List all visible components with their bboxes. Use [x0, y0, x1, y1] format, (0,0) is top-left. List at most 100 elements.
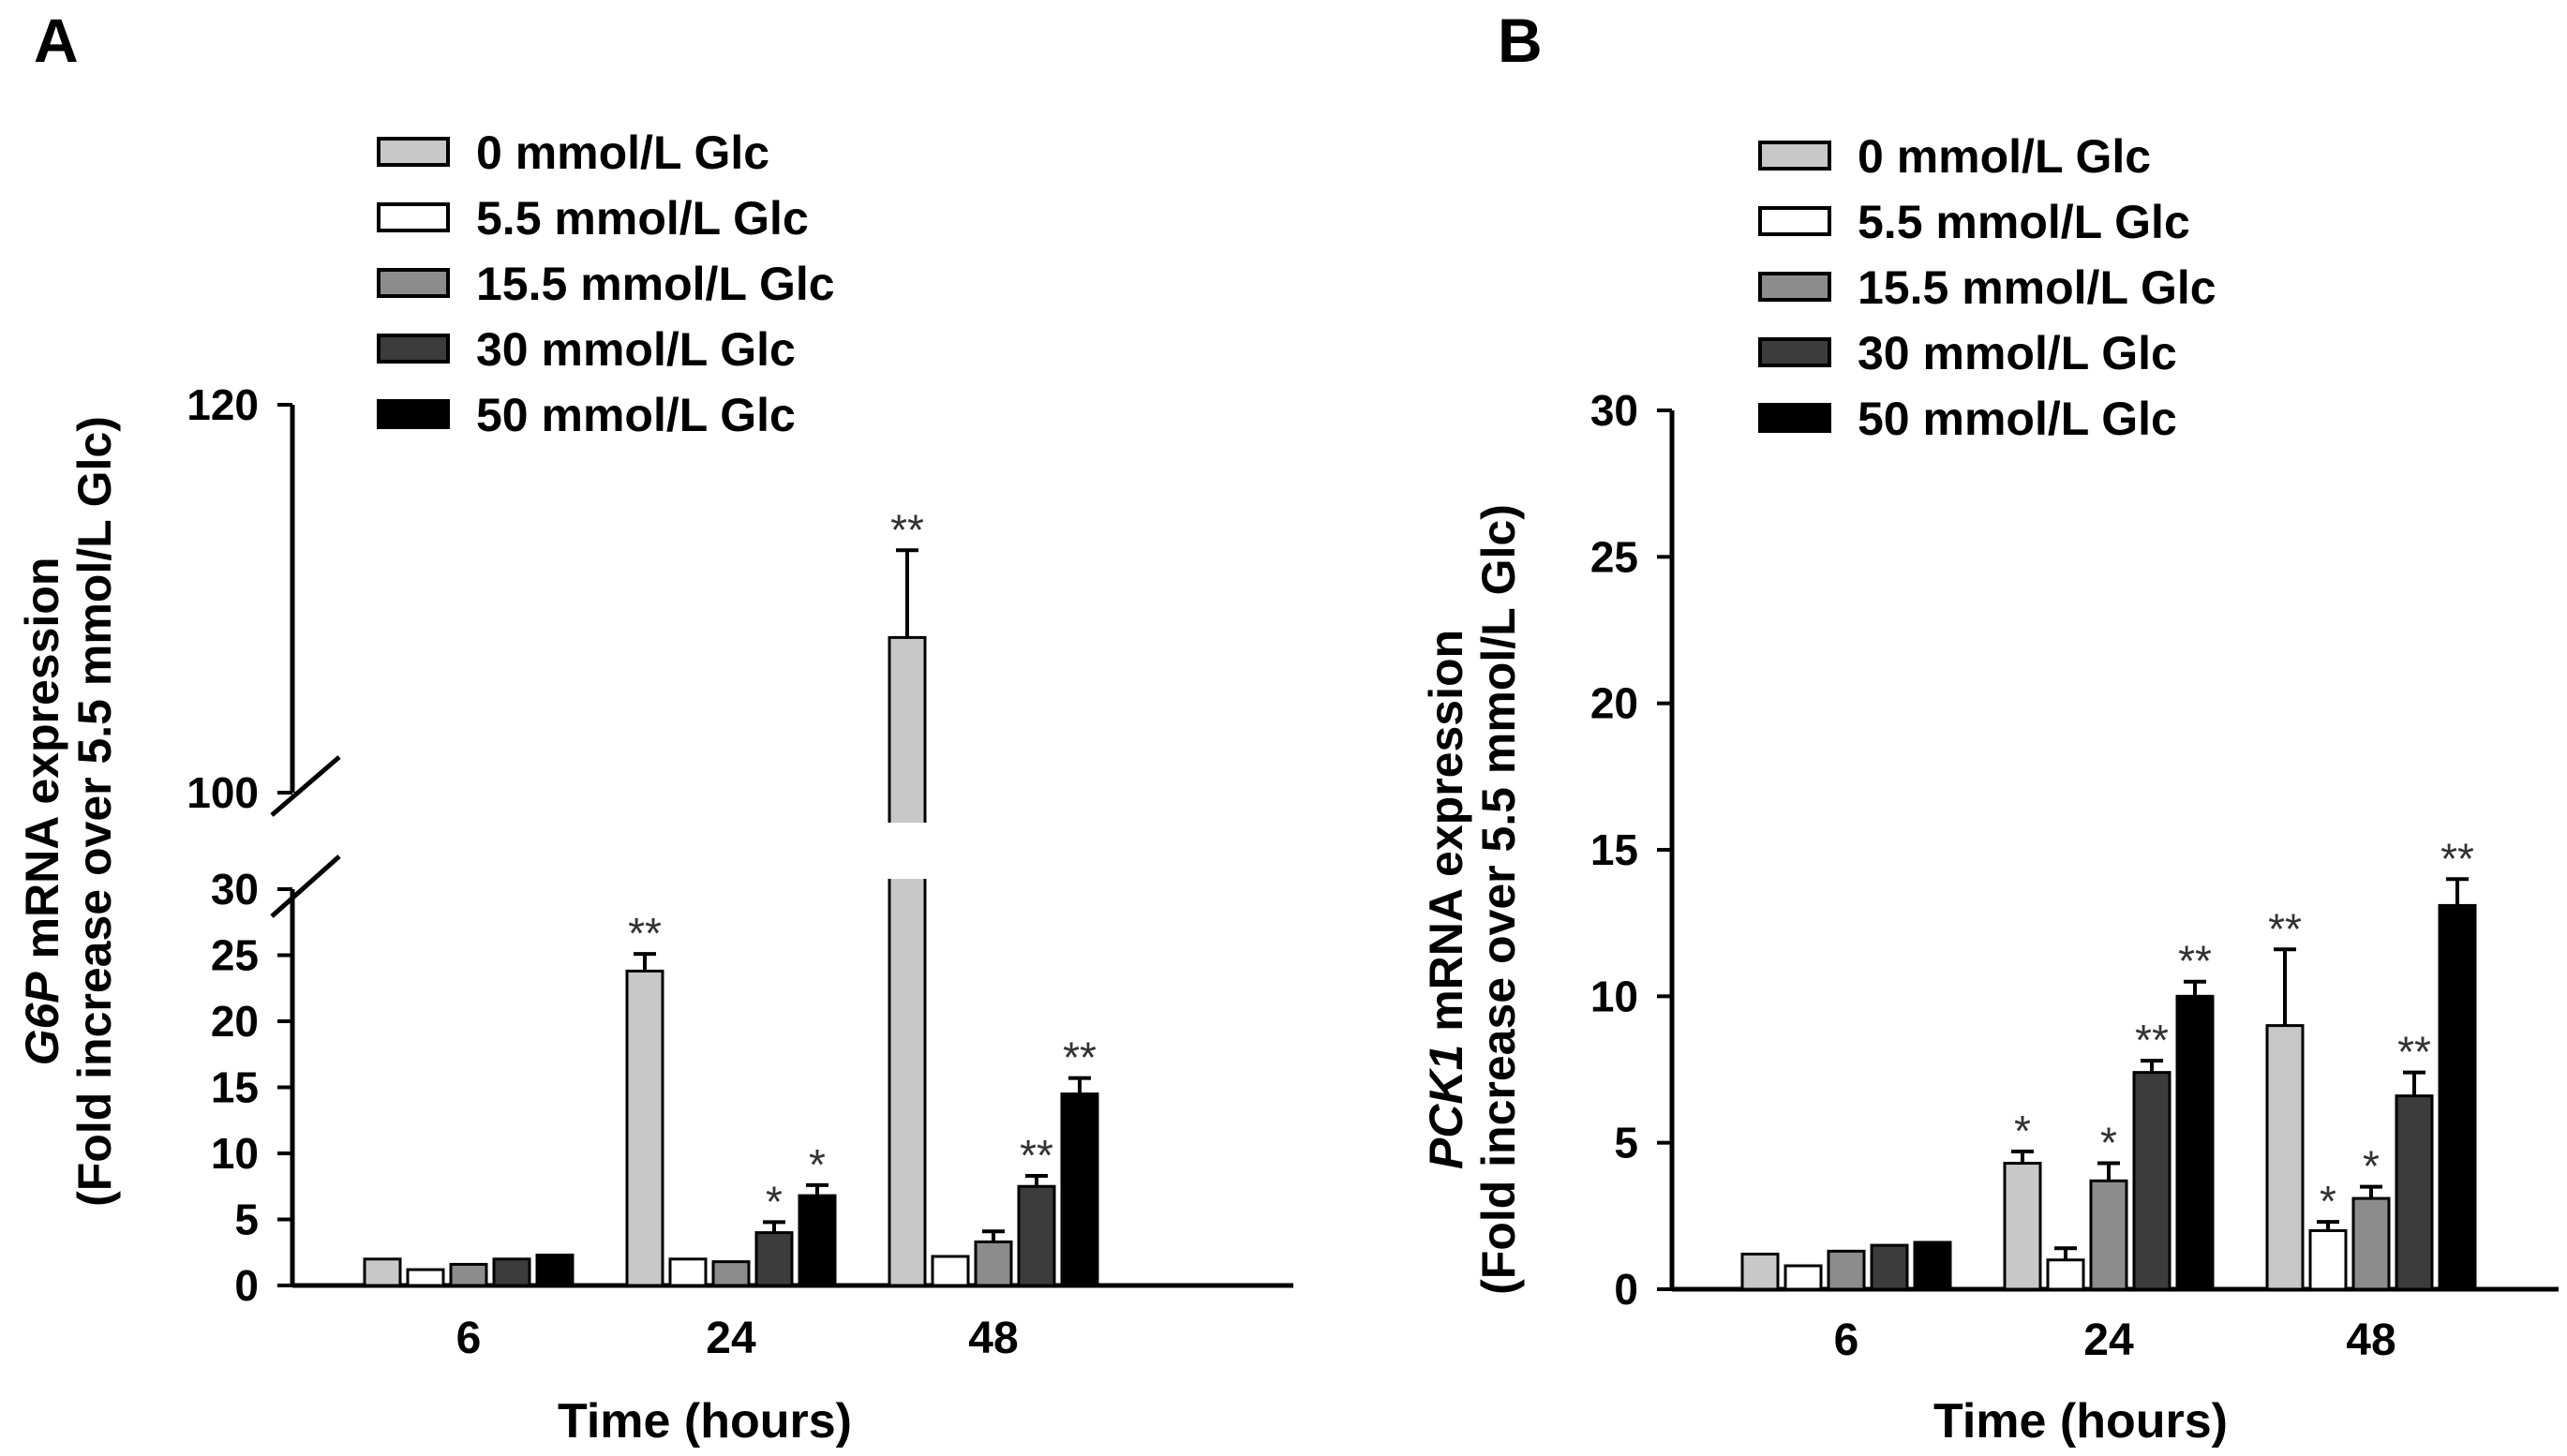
legend-b-label-1: 5.5 mmol/L Glc — [1858, 196, 2190, 248]
panel-a-y-title-line2: (Fold increase over 5.5 mmol/L Glc) — [68, 416, 121, 1207]
legend-a-swatch-4 — [377, 399, 450, 429]
legend-a-swatch-3 — [377, 334, 450, 364]
b-significance-label: * — [2014, 1107, 2031, 1155]
panel-b-legend: 0 mmol/L Glc 5.5 mmol/L Glc 15.5 mmol/L … — [1758, 130, 2216, 445]
a-bar — [798, 1194, 837, 1287]
legend-b-label-4: 50 mmol/L Glc — [1858, 393, 2177, 445]
panel-b-letter: B — [1498, 6, 1543, 75]
a-x-category-label: 48 — [968, 1314, 1018, 1363]
b-bar — [2351, 1196, 2391, 1291]
a-bar — [888, 635, 927, 1287]
a-bar — [931, 1255, 970, 1287]
b-y-tick-label: 25 — [1590, 532, 1638, 581]
legend-a-label-0: 0 mmol/L Glc — [476, 126, 769, 179]
a-axis-break-mark-upper — [270, 755, 341, 817]
b-bar — [2089, 1179, 2128, 1291]
legend-b-swatch-4 — [1758, 403, 1831, 433]
legend-a-label-1: 5.5 mmol/L Glc — [476, 192, 809, 245]
a-bar — [535, 1254, 575, 1287]
a-axis-break-mark-lower — [270, 854, 341, 918]
a-bar — [1017, 1184, 1056, 1287]
a-bar — [1060, 1092, 1099, 1287]
panel-a-x-title: Time (hours) — [558, 1394, 852, 1449]
b-bar — [2175, 994, 2215, 1291]
legend-a-label-4: 50 mmol/L Glc — [476, 389, 796, 441]
legend-b-label-2: 15.5 mmol/L Glc — [1858, 261, 2216, 314]
a-y-tick-label: 100 — [187, 768, 259, 817]
a-bar-break-gap — [886, 823, 929, 879]
panel-a-letter: A — [34, 6, 79, 75]
b-significance-label: ** — [2268, 904, 2302, 953]
a-significance-label: ** — [1063, 1033, 1097, 1082]
b-x-category-label: 48 — [2346, 1315, 2395, 1365]
a-y-tick-label: 0 — [234, 1261, 259, 1310]
legend-b-label-0: 0 mmol/L Glc — [1858, 130, 2151, 183]
b-bar — [2003, 1162, 2042, 1291]
b-bar — [2046, 1258, 2085, 1291]
b-significance-label: * — [2320, 1177, 2336, 1226]
panel-a-legend: 0 mmol/L Glc 5.5 mmol/L Glc 15.5 mmol/L … — [377, 126, 835, 441]
b-x-category-label: 6 — [1834, 1315, 1859, 1365]
panel-a-y-title-gene: G6P — [16, 972, 68, 1066]
a-significance-label: ** — [890, 505, 924, 554]
b-x-category-label: 24 — [2083, 1315, 2134, 1365]
panel-a-y-title: G6P mRNA expression (Fold increase over … — [16, 416, 121, 1207]
legend-b-label-3: 30 mmol/L Glc — [1858, 327, 2177, 379]
legend-b-swatch-2 — [1758, 272, 1831, 302]
a-significance-label: ** — [628, 909, 662, 958]
legend-b-swatch-1 — [1758, 206, 1831, 236]
legend-b-swatch-0 — [1758, 141, 1831, 171]
panel-b-y-title-line1: PCK1 mRNA expression — [1420, 630, 1472, 1169]
a-y-tick-label: 25 — [211, 931, 259, 980]
panel-b-y-title: PCK1 mRNA expression (Fold increase over… — [1420, 504, 1525, 1295]
b-y-tick-label: 10 — [1590, 972, 1638, 1020]
panel-a-axes: 0 5 10 15 20 25 30 100 120 6 24 48 — [187, 380, 1293, 1363]
panel-a: A 0 mmol/L Glc 5.5 mmol/L Glc 15.5 mmol/… — [16, 6, 1293, 1449]
a-bar — [668, 1257, 708, 1287]
b-significance-label: ** — [2178, 937, 2212, 986]
b-y-tick-label: 0 — [1614, 1265, 1638, 1314]
panel-a-y-title-rest: mRNA expression — [16, 557, 68, 973]
a-significance-label: * — [766, 1177, 783, 1226]
a-bar — [711, 1260, 751, 1287]
b-significance-label: ** — [2135, 1016, 2169, 1064]
b-significance-label: ** — [2440, 834, 2474, 883]
b-significance-label: * — [2363, 1142, 2380, 1191]
b-bar — [2132, 1071, 2172, 1291]
b-bar — [2265, 1024, 2305, 1291]
b-bar — [1870, 1243, 1909, 1291]
b-y-tick-label: 15 — [1590, 825, 1638, 874]
b-bar — [2438, 903, 2477, 1291]
b-bar — [1740, 1252, 1780, 1291]
a-bar — [754, 1231, 794, 1287]
a-bar — [492, 1257, 531, 1287]
a-bar — [625, 969, 664, 1287]
b-significance-label: * — [2100, 1119, 2117, 1167]
b-bar — [1913, 1241, 1952, 1291]
a-y-tick-label: 5 — [234, 1196, 259, 1244]
panel-b-x-title: Time (hours) — [1933, 1394, 2228, 1449]
legend-a-label-2: 15.5 mmol/L Glc — [476, 258, 835, 310]
a-bar — [449, 1262, 488, 1287]
b-y-tick-label: 5 — [1614, 1119, 1638, 1167]
legend-a-swatch-0 — [377, 137, 450, 167]
panel-b-y-title-gene: PCK1 — [1420, 1045, 1472, 1169]
a-bar — [974, 1240, 1013, 1287]
legend-a-swatch-2 — [377, 268, 450, 298]
b-bar — [2395, 1094, 2434, 1291]
a-y-tick-label: 30 — [211, 865, 259, 914]
b-significance-label: ** — [2397, 1028, 2431, 1077]
a-y-tick-label: 10 — [211, 1129, 259, 1178]
a-y-tick-label: 20 — [211, 997, 259, 1046]
b-bar — [1827, 1249, 1866, 1291]
a-significance-label: ** — [1020, 1131, 1053, 1180]
panel-a-bars: ********** — [363, 505, 1099, 1287]
panel-b-y-title-line2: (Fold increase over 5.5 mmol/L Glc) — [1472, 504, 1525, 1295]
a-significance-label: * — [809, 1140, 826, 1189]
panel-a-y-title-line1: G6P mRNA expression — [16, 557, 68, 1066]
b-bar — [2308, 1228, 2348, 1291]
a-x-category-label: 6 — [456, 1314, 482, 1363]
a-y-tick-label: 15 — [211, 1063, 259, 1112]
a-bar — [363, 1257, 402, 1287]
